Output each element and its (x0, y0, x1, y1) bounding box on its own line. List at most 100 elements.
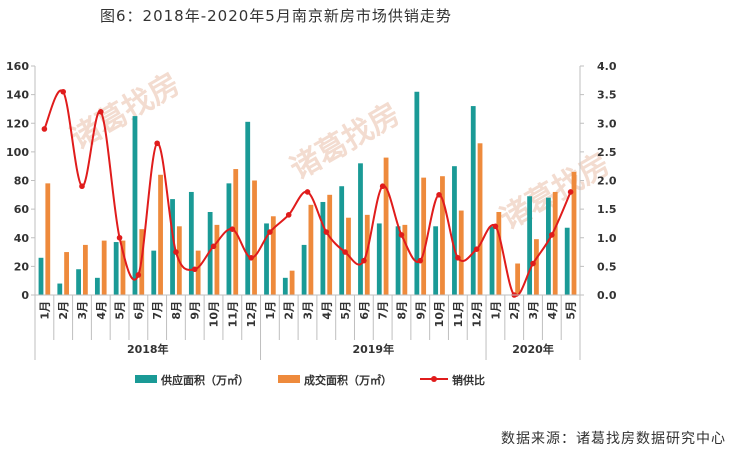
left-tick-label: 40 (14, 232, 30, 245)
ratio-point (154, 140, 160, 147)
x-tick-label: 2月 (508, 301, 521, 320)
deal-bar (383, 157, 389, 295)
ratio-point (473, 246, 480, 252)
legend: 供应面积（万㎡） 成交面积（万㎡） 销供比 (135, 373, 485, 387)
legend-label: 销供比 (452, 373, 485, 387)
supply-bar (188, 191, 194, 295)
ratio-point (173, 249, 179, 255)
deal-bar (364, 214, 370, 295)
ratio-point (210, 243, 217, 250)
left-tick-label: 160 (6, 60, 29, 73)
ratio-point (285, 212, 292, 218)
x-tick-label: 1月 (489, 301, 502, 320)
ratio-point (530, 260, 536, 267)
chart-title: 图6：2018年-2020年5月南京新房市场供销走势 (100, 7, 452, 25)
year-label: 2019年 (352, 342, 394, 356)
x-tick-label: 2月 (283, 301, 296, 320)
year-label: 2018年 (127, 342, 169, 356)
ratio-point (436, 192, 442, 198)
right-tick-label: 0.5 (597, 260, 617, 273)
supply-bar (245, 121, 251, 295)
x-tick-label: 6月 (132, 301, 145, 320)
deal-bar (421, 177, 427, 295)
x-tick-label: 3月 (302, 301, 315, 320)
supply-bar (301, 244, 307, 295)
x-tick-label: 3月 (76, 301, 89, 320)
supply-bar (546, 197, 551, 295)
x-tick-label: 11月 (226, 301, 239, 327)
ratio-point (567, 189, 574, 195)
supply-bar (207, 211, 213, 295)
supply-bar (376, 223, 382, 295)
supply-bar (132, 116, 138, 295)
supply-bar (76, 269, 81, 295)
deal-bar (101, 240, 107, 295)
x-tick-label: 2月 (57, 301, 70, 320)
deal-bar (327, 194, 333, 295)
legend-supply: 供应面积（万㎡） (135, 373, 249, 387)
x-tick-label: 4月 (320, 301, 333, 320)
ratio-line (41, 88, 574, 298)
x-tick-label: 12月 (245, 301, 258, 327)
ratio-point (191, 266, 198, 273)
right-tick-label: 3.5 (597, 89, 617, 102)
axes: 0 20 40 60 80 100 120 140 160 0.0 0.5 1.0 1.5 2.0 2.5 3… (6, 60, 617, 360)
x-tick-label: 4月 (95, 301, 108, 320)
deal-bar (195, 250, 201, 295)
legend-swatch (135, 375, 157, 383)
x-tick-label: 12月 (471, 301, 484, 327)
x-tick-label: 1月 (264, 301, 277, 320)
x-tick-label: 8月 (395, 301, 408, 320)
supply-bar (38, 257, 44, 295)
x-tick-label: 5月 (114, 301, 127, 320)
supply-bar (339, 186, 345, 295)
left-tick-label: 20 (14, 260, 30, 273)
x-tick-label: 7月 (151, 301, 164, 320)
deal-bar (571, 171, 577, 295)
x-tick-label: 5月 (339, 301, 352, 320)
legend-ratio: 销供比 (420, 373, 485, 387)
x-tick-label: 3月 (527, 301, 540, 320)
x-tick-label: 10月 (433, 301, 446, 327)
supply-bar (452, 166, 457, 295)
ratio-point (304, 189, 311, 195)
supply-bar (113, 242, 119, 295)
deal-bar (45, 183, 51, 295)
deal-bar (64, 252, 69, 295)
x-tick-label: 11月 (452, 301, 465, 327)
source-note: 数据来源：诸葛找房数据研究中心 (501, 431, 726, 447)
deal-bar (552, 191, 558, 295)
supply-bar (264, 223, 269, 295)
ratio-point (135, 272, 142, 278)
supply-bar (358, 163, 363, 295)
supply-bar (414, 91, 420, 295)
supply-bar (57, 283, 63, 295)
ratio-point (455, 254, 461, 261)
right-tick-label: 2.5 (597, 146, 617, 159)
ratio-point (248, 254, 254, 261)
deal-bar (214, 224, 220, 295)
ratio-point (379, 183, 386, 190)
legend-label: 成交面积（万㎡） (304, 373, 392, 387)
x-tick-label: 1月 (38, 301, 51, 320)
left-tick-label: 0 (21, 289, 29, 302)
ratio-point (492, 223, 499, 230)
supply-bar (151, 250, 157, 295)
deal-bar (402, 224, 408, 295)
deal-bar (82, 244, 88, 295)
deal-bar (308, 204, 314, 295)
ratio-point (361, 257, 367, 264)
right-tick-label: 1.5 (597, 203, 617, 216)
x-tick-label: 7月 (377, 301, 390, 320)
deal-bar (289, 270, 295, 295)
ratio-point (342, 249, 348, 255)
x-tick-label: 9月 (189, 301, 202, 320)
ratio-point (323, 229, 330, 235)
supply-bar (226, 183, 232, 295)
left-tick-label: 80 (14, 175, 30, 188)
right-tick-label: 0.0 (597, 289, 617, 302)
ratio-point (549, 232, 555, 238)
ratio-point (60, 88, 66, 95)
ratio-point (79, 183, 85, 190)
